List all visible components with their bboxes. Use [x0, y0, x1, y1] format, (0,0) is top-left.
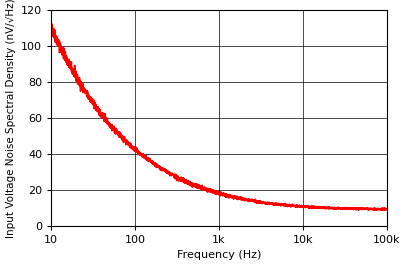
X-axis label: Frequency (Hz): Frequency (Hz): [176, 251, 260, 260]
Y-axis label: Input Voltage Noise Spectral Density (nV/√Hz): Input Voltage Noise Spectral Density (nV…: [6, 0, 15, 238]
